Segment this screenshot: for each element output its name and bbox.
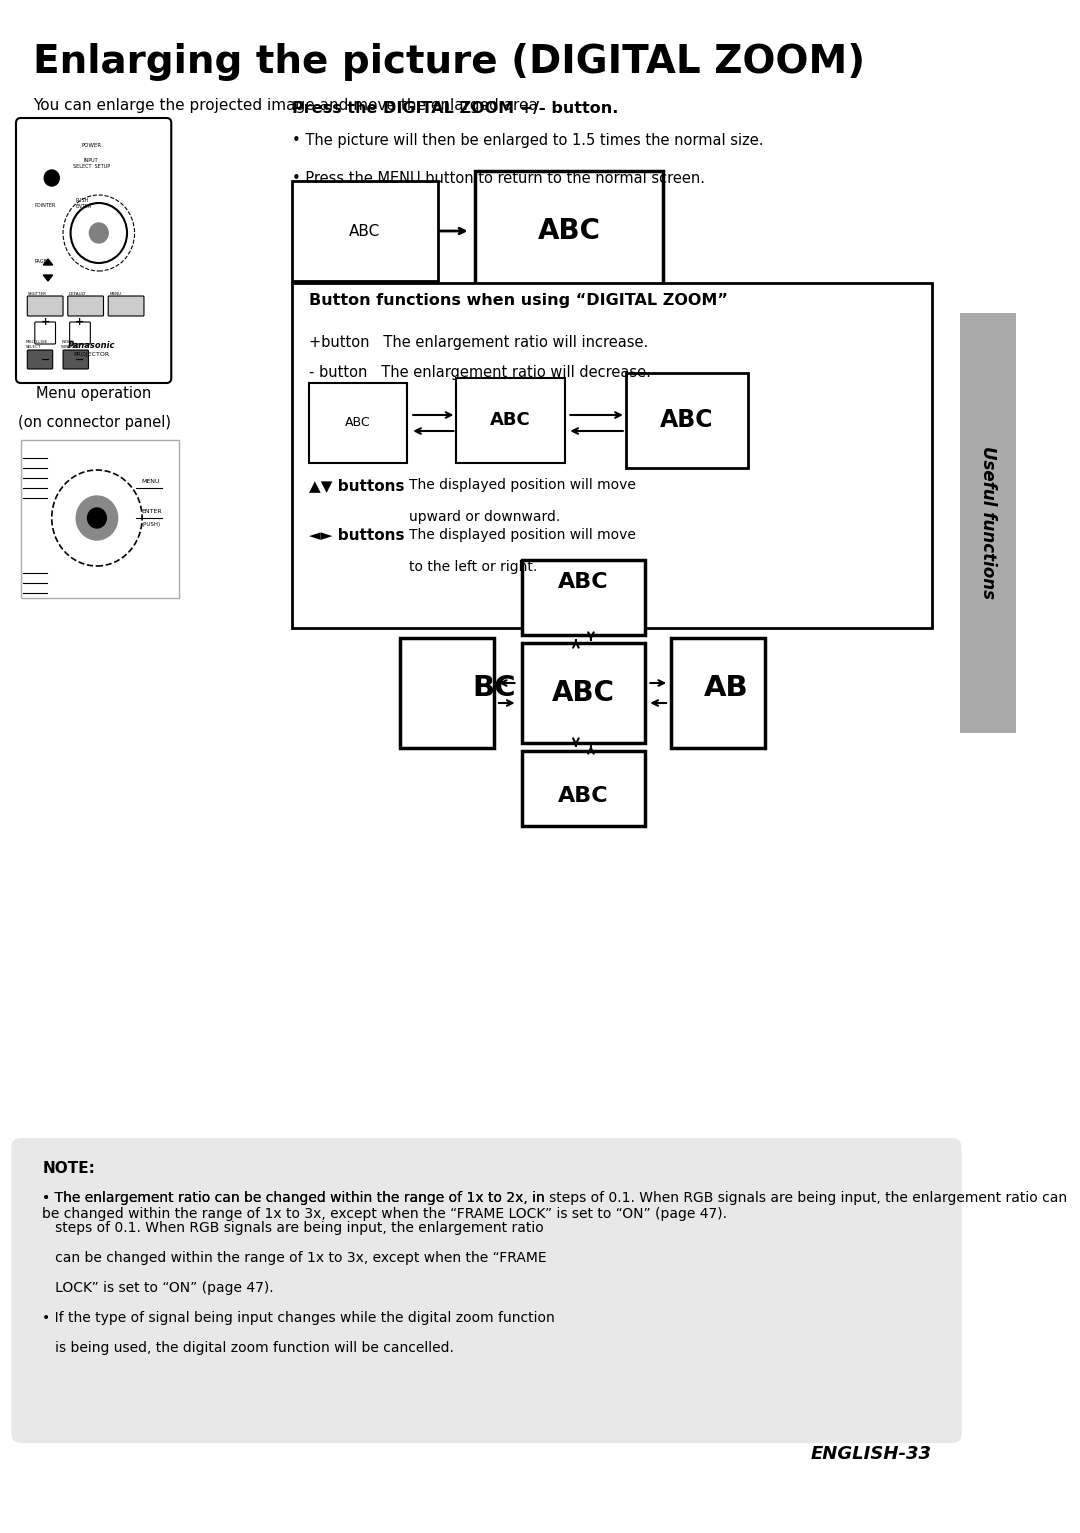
Text: ABC: ABC <box>538 218 600 245</box>
Text: • Press the MENU button to return to the normal screen.: • Press the MENU button to return to the… <box>292 172 705 185</box>
Text: AB: AB <box>704 675 748 702</box>
Text: steps of 0.1. When RGB signals are being input, the enlargement ratio: steps of 0.1. When RGB signals are being… <box>42 1220 544 1236</box>
Text: can be changed within the range of 1x to 3x, except when the “FRAME: can be changed within the range of 1x to… <box>42 1251 546 1265</box>
Text: MULTI-LIVE
SELECT: MULTI-LIVE SELECT <box>26 340 48 350</box>
Circle shape <box>90 222 108 244</box>
FancyBboxPatch shape <box>400 638 494 748</box>
Text: INDEX
WINDOW: INDEX WINDOW <box>62 340 80 350</box>
Text: • If the type of signal being input changes while the digital zoom function: • If the type of signal being input chan… <box>42 1311 555 1325</box>
Text: −: − <box>40 356 50 365</box>
Text: ENGLISH-33: ENGLISH-33 <box>811 1446 932 1462</box>
FancyBboxPatch shape <box>27 296 63 316</box>
Text: upward or downward.: upward or downward. <box>409 510 561 524</box>
Text: (PUSH): (PUSH) <box>141 523 160 527</box>
Text: ABC: ABC <box>558 572 609 592</box>
Text: Panasonic: Panasonic <box>68 340 116 350</box>
Text: MENU: MENU <box>109 291 121 296</box>
Text: You can enlarge the projected image and move the enlarged area.: You can enlarge the projected image and … <box>32 98 542 113</box>
Text: DEFAULT: DEFAULT <box>69 291 86 296</box>
FancyBboxPatch shape <box>68 296 104 316</box>
Text: BC: BC <box>472 675 516 702</box>
Text: SHUTTER: SHUTTER <box>28 291 48 296</box>
Text: PAGE: PAGE <box>35 259 48 264</box>
FancyBboxPatch shape <box>21 440 179 598</box>
FancyBboxPatch shape <box>16 118 172 383</box>
FancyBboxPatch shape <box>475 172 663 291</box>
FancyBboxPatch shape <box>309 383 407 463</box>
Text: Menu operation: Menu operation <box>37 386 151 402</box>
Text: POINTER: POINTER <box>35 202 56 208</box>
Text: (on connector panel): (on connector panel) <box>17 415 171 429</box>
Text: • The enlargement ratio can be changed within the range of 1x to 2x, in: • The enlargement ratio can be changed w… <box>42 1191 545 1205</box>
Text: −: − <box>76 356 84 365</box>
FancyBboxPatch shape <box>11 1137 961 1443</box>
FancyBboxPatch shape <box>63 350 89 369</box>
FancyBboxPatch shape <box>523 642 645 744</box>
Text: ABC: ABC <box>349 224 380 239</box>
Text: NOTE:: NOTE: <box>42 1160 95 1176</box>
Text: +: + <box>41 317 50 327</box>
Circle shape <box>44 170 59 185</box>
Text: ◄► buttons: ◄► buttons <box>309 527 404 543</box>
FancyBboxPatch shape <box>292 181 437 281</box>
FancyBboxPatch shape <box>457 379 565 463</box>
FancyBboxPatch shape <box>108 296 144 316</box>
Text: The displayed position will move: The displayed position will move <box>409 527 636 543</box>
Text: Button functions when using “DIGITAL ZOOM”: Button functions when using “DIGITAL ZOO… <box>309 293 728 308</box>
Text: ABC: ABC <box>660 408 714 432</box>
FancyBboxPatch shape <box>625 373 748 468</box>
Text: PROJECTOR: PROJECTOR <box>73 353 109 357</box>
Polygon shape <box>43 259 53 265</box>
Circle shape <box>87 507 106 527</box>
FancyBboxPatch shape <box>292 284 932 629</box>
Polygon shape <box>43 274 53 281</box>
FancyBboxPatch shape <box>69 322 91 343</box>
FancyBboxPatch shape <box>523 751 645 826</box>
Text: is being used, the digital zoom function will be cancelled.: is being used, the digital zoom function… <box>42 1341 455 1355</box>
Text: ABC: ABC <box>346 417 370 429</box>
Text: to the left or right.: to the left or right. <box>409 560 538 573</box>
Circle shape <box>77 497 118 540</box>
Text: - button   The enlargement ratio will decrease.: - button The enlargement ratio will decr… <box>309 365 650 380</box>
FancyBboxPatch shape <box>35 322 55 343</box>
Text: ABC: ABC <box>558 786 609 806</box>
Text: ABC: ABC <box>552 679 615 707</box>
Text: ABC: ABC <box>490 411 531 429</box>
Text: Press the DIGITAL ZOOM +/- button.: Press the DIGITAL ZOOM +/- button. <box>292 101 618 117</box>
Text: Enlarging the picture (DIGITAL ZOOM): Enlarging the picture (DIGITAL ZOOM) <box>32 43 865 81</box>
Bar <box>960 313 1016 733</box>
Text: • The enlargement ratio can be changed within the range of 1x to 2x, in steps of: • The enlargement ratio can be changed w… <box>42 1191 1067 1222</box>
Text: ▲▼ buttons: ▲▼ buttons <box>309 478 404 494</box>
Text: MENU: MENU <box>141 478 160 484</box>
Text: PUSH
ENTER: PUSH ENTER <box>76 198 92 208</box>
Text: Useful functions: Useful functions <box>980 446 997 599</box>
FancyBboxPatch shape <box>671 638 765 748</box>
Text: • The picture will then be enlarged to 1.5 times the normal size.: • The picture will then be enlarged to 1… <box>292 133 764 149</box>
Text: LOCK” is set to “ON” (page 47).: LOCK” is set to “ON” (page 47). <box>42 1282 274 1295</box>
FancyBboxPatch shape <box>27 350 53 369</box>
Text: The displayed position will move: The displayed position will move <box>409 478 636 492</box>
Text: +button   The enlargement ratio will increase.: +button The enlargement ratio will incre… <box>309 336 648 350</box>
FancyBboxPatch shape <box>523 560 645 635</box>
Text: ENTER: ENTER <box>141 509 162 514</box>
Text: INPUT
SELECT  SETUP: INPUT SELECT SETUP <box>72 158 110 169</box>
Text: POWER: POWER <box>81 143 102 149</box>
Text: +: + <box>76 317 84 327</box>
